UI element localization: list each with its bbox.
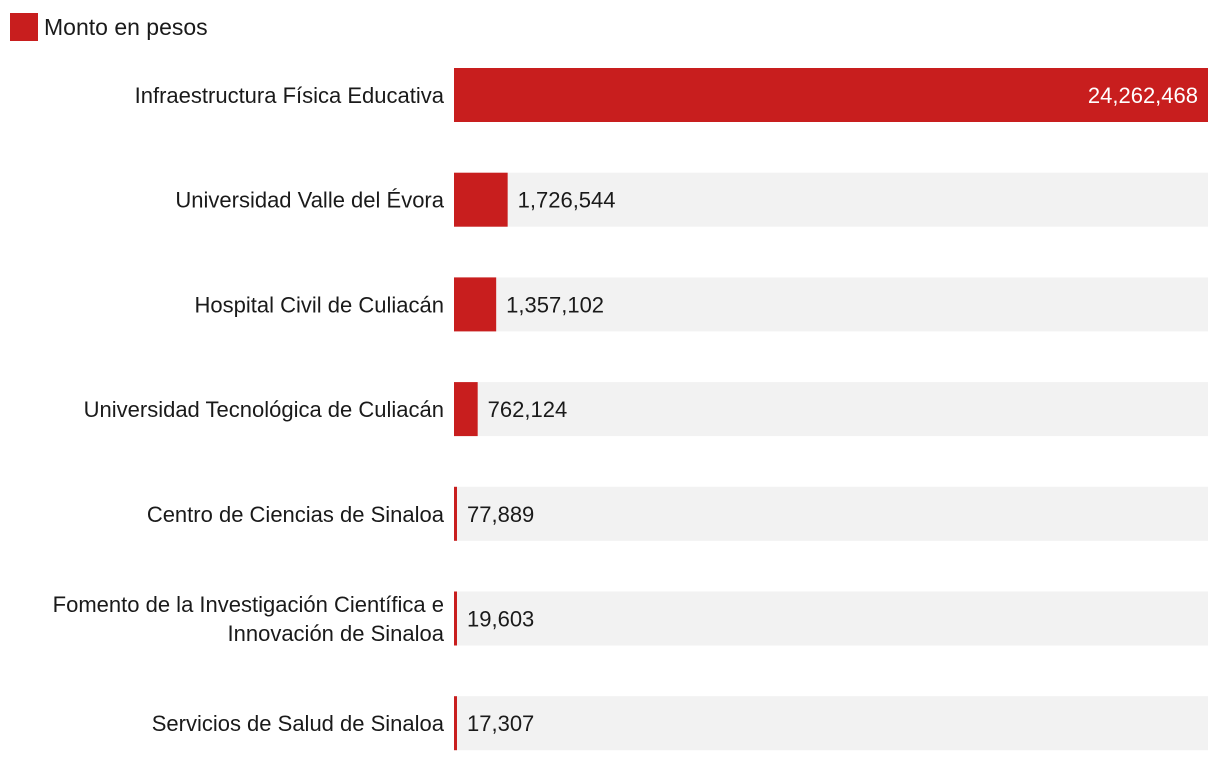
category-label: Universidad Tecnológica de Culiacán bbox=[84, 397, 444, 422]
bar-track bbox=[454, 382, 1208, 437]
bar bbox=[454, 172, 508, 227]
category-label: Infraestructura Física Educativa bbox=[135, 83, 445, 108]
legend: Monto en pesos bbox=[10, 12, 208, 42]
value-label: 19,603 bbox=[467, 607, 534, 632]
bar bbox=[454, 486, 457, 541]
bar-track bbox=[454, 696, 1208, 751]
legend-label: Monto en pesos bbox=[44, 14, 208, 40]
value-label: 24,262,468 bbox=[1088, 83, 1198, 108]
bar bbox=[454, 591, 457, 646]
bar bbox=[454, 68, 1208, 122]
value-label: 1,726,544 bbox=[518, 188, 616, 213]
bar-track bbox=[454, 172, 1208, 227]
legend-swatch bbox=[10, 13, 38, 41]
value-label: 17,307 bbox=[467, 711, 534, 736]
value-label: 77,889 bbox=[467, 502, 534, 527]
bar-track bbox=[454, 486, 1208, 541]
value-label: 1,357,102 bbox=[506, 292, 604, 317]
category-label: Universidad Valle del Évora bbox=[175, 188, 444, 213]
bar bbox=[454, 277, 497, 332]
value-label: 762,124 bbox=[488, 397, 568, 422]
bar bbox=[454, 382, 478, 437]
category-label: Fomento de la Investigación Científica e… bbox=[53, 592, 445, 646]
category-label: Hospital Civil de Culiacán bbox=[195, 292, 444, 317]
bar-track bbox=[454, 277, 1208, 332]
bar bbox=[454, 696, 457, 751]
category-label: Servicios de Salud de Sinaloa bbox=[152, 711, 445, 736]
bar-track bbox=[454, 591, 1208, 646]
category-label: Centro de Ciencias de Sinaloa bbox=[147, 502, 445, 527]
